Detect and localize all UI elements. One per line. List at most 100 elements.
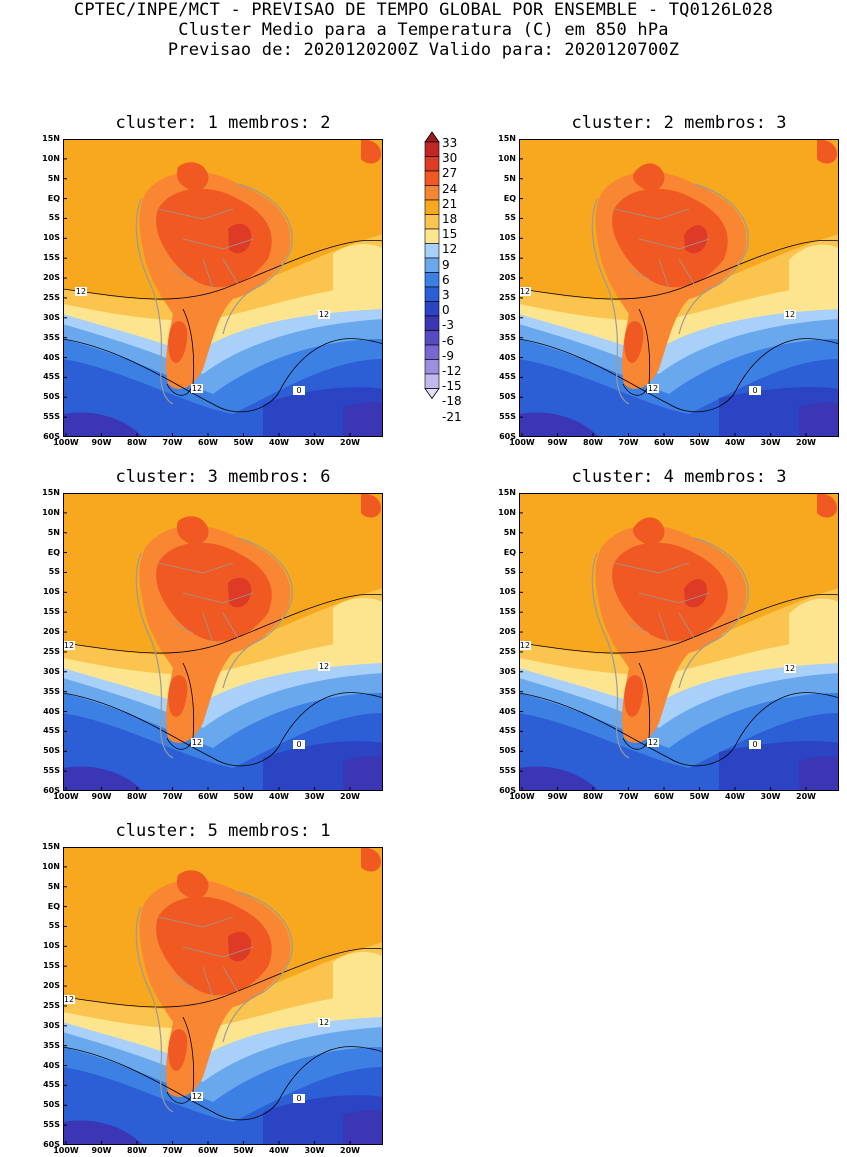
continent-hot-core: [612, 542, 728, 642]
contour-0: [63, 692, 383, 767]
header-line-1: CPTEC/INPE/MCT - PREVISAO DE TEMPO GLOBA…: [73, 0, 774, 20]
contour-label-bg: [191, 384, 203, 393]
purple-patch-southwest: [63, 412, 143, 437]
lon-label: 50W: [233, 1146, 254, 1155]
contour-label-warm: 12: [785, 664, 795, 673]
contour-12-south: [166, 308, 195, 396]
map-frame: [63, 139, 383, 437]
colorbar-segment: [424, 373, 440, 389]
contour-label-warm: 12: [192, 1092, 202, 1101]
lat-label: 60S: [499, 432, 516, 441]
lon-label: 70W: [618, 792, 639, 801]
lon-label: 60W: [654, 792, 674, 801]
contour-label-bg: [293, 1094, 305, 1103]
lon-label: 70W: [162, 1146, 183, 1155]
lat-label: 45S: [43, 726, 60, 736]
lon-label: 90W: [91, 792, 112, 801]
lat-label: 20S: [43, 981, 60, 991]
lon-label: 100W: [53, 1146, 79, 1155]
lat-label: 5N: [47, 881, 60, 891]
contour-0: [63, 338, 383, 413]
hot-spot-northeast: [361, 493, 381, 518]
lon-label: 70W: [162, 438, 183, 447]
coastline: [135, 891, 293, 1113]
violet-patch: [799, 402, 839, 437]
lat-label: 20S: [499, 273, 516, 283]
lat-label: 20S: [43, 627, 60, 637]
hot-spot-north: [176, 870, 209, 899]
contour-label-warm: 12: [319, 310, 329, 319]
lat-label: EQ: [47, 193, 60, 203]
lat-label: 50S: [43, 746, 60, 756]
colorbar-segment: [424, 170, 440, 186]
lon-label: 60W: [198, 1146, 218, 1155]
continent-hot-core: [612, 188, 728, 288]
contour-12: [63, 239, 383, 300]
contour-label-bg: [318, 1018, 330, 1027]
colorbar-label: 21: [442, 196, 458, 211]
colorbar-segment: [424, 199, 440, 215]
lon-label: 30W: [760, 438, 781, 447]
map-frame: [63, 493, 383, 791]
lat-label: 35S: [43, 686, 60, 696]
lat-label: 30S: [43, 666, 60, 676]
lat-label: 10N: [42, 153, 60, 163]
colorbar-label: -15: [442, 379, 462, 394]
country-borders: [157, 562, 254, 644]
hot-spot-red-core: [228, 931, 252, 962]
lon-label: 80W: [127, 438, 147, 447]
lon-label: 20W: [340, 438, 360, 447]
lon-label: 90W: [91, 438, 112, 447]
colorbar-segment: [424, 344, 440, 360]
colorbar-label: -3: [442, 318, 454, 333]
contour-label-warm: 12: [520, 641, 530, 650]
lat-label: 5N: [47, 173, 60, 183]
lat-label: 55S: [499, 412, 516, 422]
hot-spot-north: [176, 162, 209, 191]
panel-title-4: cluster: 4 membros: 3: [571, 467, 787, 487]
contour-label-cold: 0: [296, 740, 301, 749]
lat-label: 30S: [43, 1020, 60, 1030]
colorbar-segment: [424, 185, 440, 201]
contour-label-warm: 12: [76, 287, 86, 296]
lat-label: 35S: [499, 686, 516, 696]
purple-patch-southwest: [519, 766, 599, 791]
lon-label: 80W: [583, 792, 603, 801]
continent-hot-core: [156, 542, 272, 642]
lat-label: 50S: [43, 1100, 60, 1110]
lon-label: 50W: [689, 792, 710, 801]
contour-0: [63, 1046, 383, 1121]
header-line-2: Cluster Medio para a Temperatura (C) em …: [178, 20, 669, 40]
hot-spot-andes: [168, 1029, 188, 1071]
lon-label: 30W: [760, 792, 781, 801]
lat-label: 60S: [499, 786, 516, 795]
contour-label-bg: [293, 740, 305, 749]
coastline: [591, 537, 749, 759]
hot-spot-northeast: [361, 139, 381, 164]
coastline: [135, 537, 293, 759]
contour-12: [63, 947, 383, 1008]
lat-label: 15S: [499, 607, 516, 617]
lon-label: 70W: [618, 438, 639, 447]
contour-12-south: [166, 662, 195, 750]
contour-label-warm: 12: [785, 310, 795, 319]
colorbar-segment: [424, 286, 440, 302]
lat-label: 15N: [42, 134, 60, 143]
continent-hot-core: [156, 188, 272, 288]
hot-spot-red-core: [684, 225, 708, 254]
lon-label: 80W: [127, 1146, 147, 1155]
colorbar-label: -6: [442, 333, 454, 348]
contour-label-warm: 12: [319, 662, 329, 671]
lat-label: 30S: [499, 312, 516, 322]
colorbar-segment: [424, 156, 440, 172]
lon-label: 40W: [269, 438, 289, 447]
hot-spot-north: [176, 516, 209, 545]
lon-label: 80W: [583, 438, 603, 447]
lat-label: 15N: [498, 134, 516, 143]
colorbar-segment: [424, 330, 440, 346]
colorbar-label: -21: [442, 409, 462, 424]
lat-label: 5N: [47, 527, 60, 537]
lat-label: 40S: [43, 706, 60, 716]
contour-label-bg: [191, 738, 203, 747]
contour-12-south: [166, 1016, 195, 1104]
